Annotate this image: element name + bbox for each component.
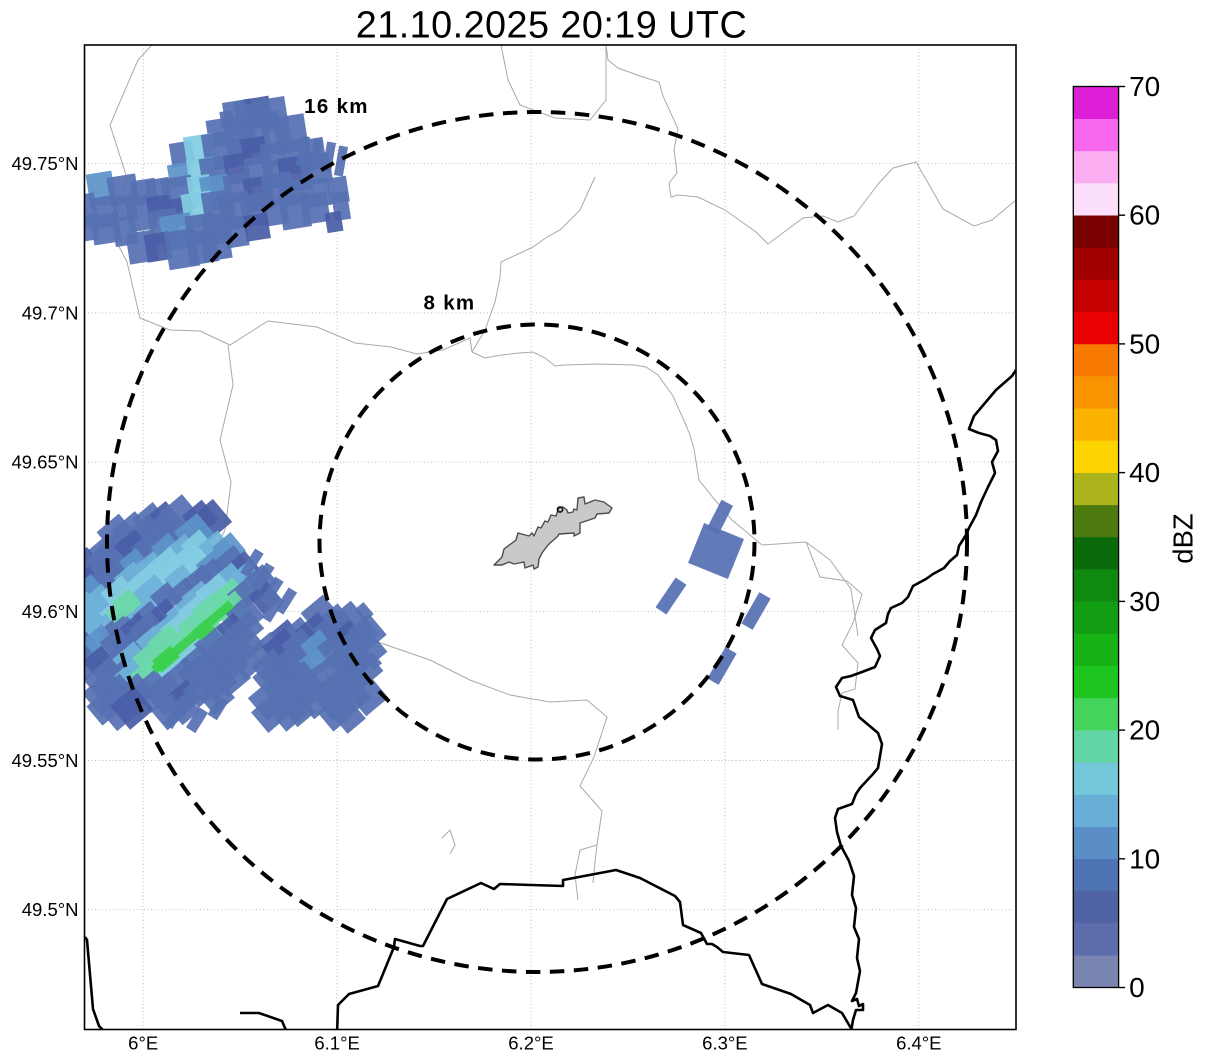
svg-text:49.5°N: 49.5°N (22, 899, 79, 920)
svg-text:60: 60 (1129, 200, 1160, 231)
svg-text:49.65°N: 49.65°N (11, 452, 78, 473)
svg-text:6.1°E: 6.1°E (314, 1033, 359, 1054)
svg-text:40: 40 (1129, 457, 1160, 488)
svg-text:49.6°N: 49.6°N (22, 601, 79, 622)
svg-text:49.75°N: 49.75°N (11, 153, 78, 174)
svg-text:0: 0 (1129, 972, 1145, 1003)
svg-text:dBZ: dBZ (1168, 513, 1199, 563)
svg-text:10: 10 (1129, 843, 1160, 874)
svg-text:49.55°N: 49.55°N (11, 750, 78, 771)
svg-text:30: 30 (1129, 586, 1160, 617)
svg-text:21.10.2025 20:19 UTC: 21.10.2025 20:19 UTC (356, 4, 747, 46)
svg-text:70: 70 (1129, 71, 1160, 102)
svg-text:6.4°E: 6.4°E (896, 1033, 941, 1054)
svg-text:50: 50 (1129, 328, 1160, 359)
svg-text:6.2°E: 6.2°E (508, 1033, 553, 1054)
svg-text:6°E: 6°E (128, 1033, 158, 1054)
svg-text:16 km: 16 km (304, 95, 369, 118)
svg-text:8 km: 8 km (424, 292, 476, 315)
svg-text:49.7°N: 49.7°N (22, 302, 79, 323)
svg-text:6.3°E: 6.3°E (702, 1033, 747, 1054)
svg-text:20: 20 (1129, 715, 1160, 746)
